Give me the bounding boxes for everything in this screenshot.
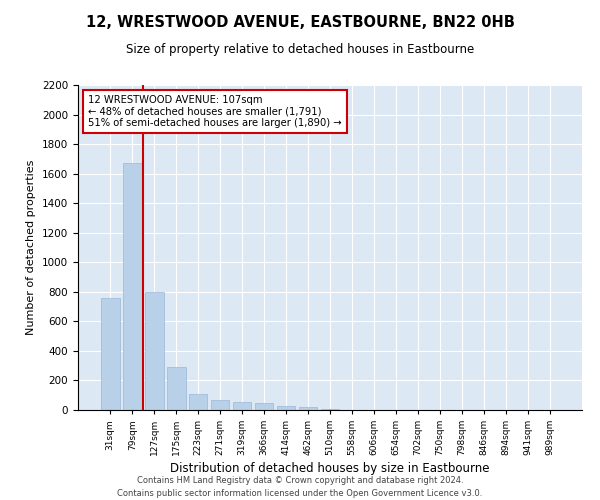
Text: 12 WRESTWOOD AVENUE: 107sqm
← 48% of detached houses are smaller (1,791)
51% of : 12 WRESTWOOD AVENUE: 107sqm ← 48% of det… [88, 94, 342, 128]
Bar [101, 298, 119, 410]
Text: Contains HM Land Registry data © Crown copyright and database right 2024.
Contai: Contains HM Land Registry data © Crown c… [118, 476, 482, 498]
Text: 12, WRESTWOOD AVENUE, EASTBOURNE, BN22 0HB: 12, WRESTWOOD AVENUE, EASTBOURNE, BN22 0… [86, 15, 514, 30]
Y-axis label: Number of detached properties: Number of detached properties [26, 160, 37, 335]
Bar [189, 394, 208, 410]
Bar [299, 407, 317, 410]
X-axis label: Distribution of detached houses by size in Eastbourne: Distribution of detached houses by size … [170, 462, 490, 475]
Bar [145, 292, 164, 410]
Bar [277, 406, 295, 410]
Text: Size of property relative to detached houses in Eastbourne: Size of property relative to detached ho… [126, 42, 474, 56]
Bar [255, 402, 274, 410]
Bar [211, 400, 229, 410]
Bar [233, 402, 251, 410]
Bar [167, 367, 185, 410]
Bar [123, 164, 142, 410]
